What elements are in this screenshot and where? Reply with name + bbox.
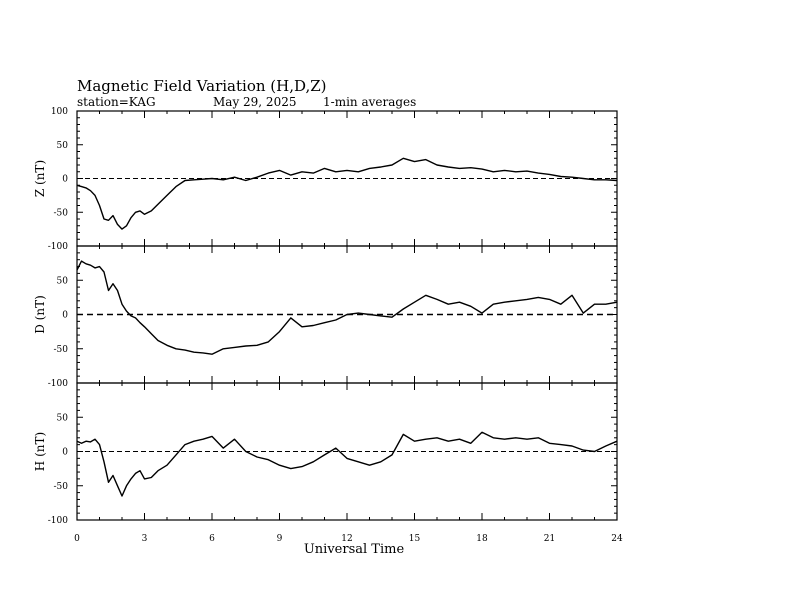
y-axis-label: Z (nT) xyxy=(33,160,47,197)
y-axis-label: D (nT) xyxy=(33,295,47,334)
series-line-d xyxy=(76,260,618,355)
panel-h: 50 0 -50 -100 H (nT) 0 3 6 9 12 15 18 21 24 xyxy=(33,382,623,544)
x-tick-label: 9 xyxy=(277,534,283,544)
x-tick-label: 15 xyxy=(409,534,421,544)
x-tick-label: 24 xyxy=(611,534,623,544)
chart-title: Magnetic Field Variation (H,D,Z) xyxy=(77,77,327,95)
panels-group: 100 50 0 -50 -100 Z (nT) 50 0 -50 -100 D (nT) 50 0 -5… xyxy=(33,107,623,544)
y-tick-label: -100 xyxy=(48,379,68,389)
station-label: station=KAG xyxy=(77,95,156,109)
y-tick-label: 50 xyxy=(57,141,69,151)
y-tick-label: -50 xyxy=(54,208,69,218)
panel-d: 50 0 -50 -100 D (nT) xyxy=(33,245,618,389)
x-tick-label: 3 xyxy=(142,534,148,544)
y-tick-label: 50 xyxy=(57,413,69,423)
x-tick-label: 18 xyxy=(476,534,488,544)
series-line-h xyxy=(76,431,618,497)
y-tick-label: 0 xyxy=(62,311,68,321)
y-tick-label: 100 xyxy=(51,107,68,117)
x-tick-label: 0 xyxy=(74,534,80,544)
series-line-z xyxy=(76,157,618,230)
date-label: May 29, 2025 xyxy=(213,95,296,109)
y-tick-label: 0 xyxy=(62,175,68,185)
x-tick-label: 12 xyxy=(341,534,352,544)
y-tick-label: -50 xyxy=(54,482,69,492)
y-axis-label: H (nT) xyxy=(33,432,47,471)
averaging-label: 1-min averages xyxy=(323,95,416,109)
y-tick-label: -100 xyxy=(48,242,68,252)
x-axis-label: Universal Time xyxy=(304,542,405,557)
y-tick-label: 50 xyxy=(57,276,69,286)
y-tick-label: 0 xyxy=(62,448,68,458)
panel-z: 100 50 0 -50 -100 Z (nT) xyxy=(33,107,618,252)
x-tick-label: 21 xyxy=(544,534,555,544)
x-tick-label: 6 xyxy=(209,534,215,544)
y-tick-label: -100 xyxy=(48,516,68,526)
y-tick-label: -50 xyxy=(54,345,69,355)
